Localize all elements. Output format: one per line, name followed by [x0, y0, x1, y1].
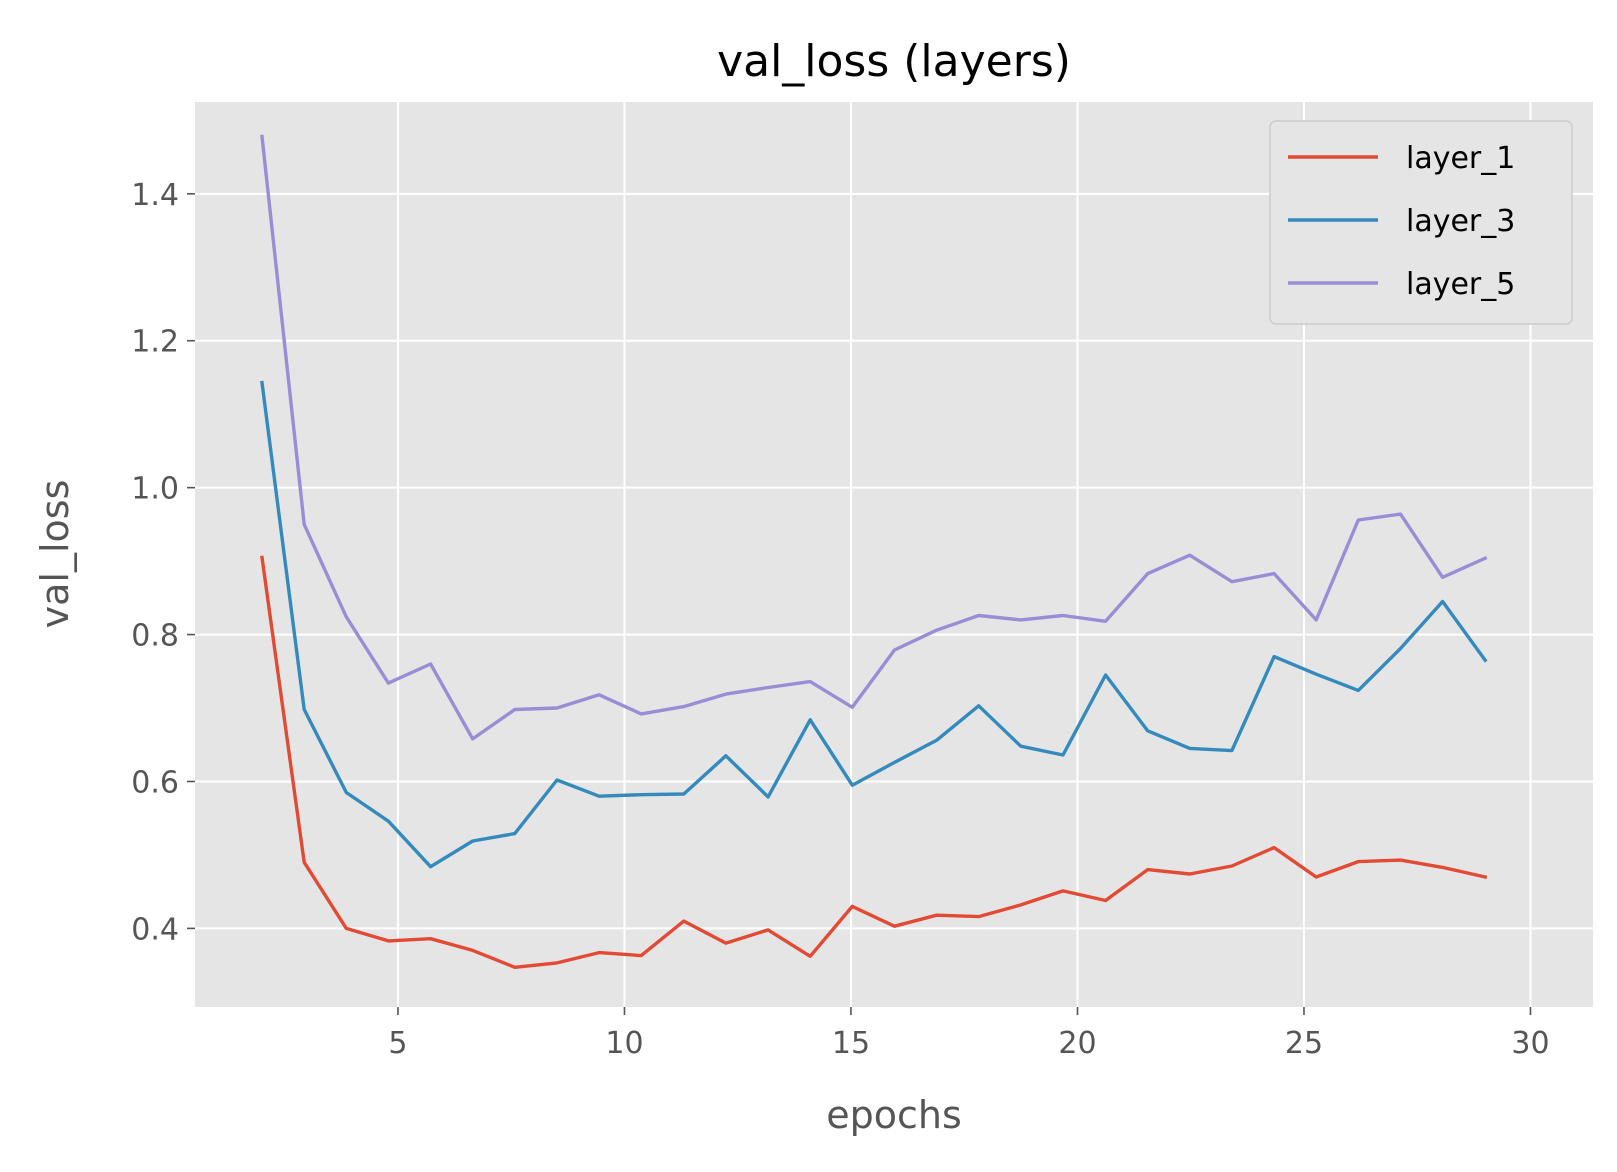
- x-tick-label: 10: [605, 1026, 643, 1061]
- y-tick-label: 1.2: [131, 325, 179, 360]
- legend-label-layer-1: layer_1: [1406, 141, 1515, 176]
- series-lines: [260, 134, 1488, 969]
- legend-box: [1269, 120, 1573, 325]
- x-tick-label: 20: [1058, 1026, 1096, 1061]
- axis-ticks: 5 10 15 20 25 30 0.4 0.6 0.8 1.0 1.2 1.4: [131, 178, 1549, 1061]
- y-tick-label: 0.8: [131, 619, 179, 654]
- x-tick-label: 5: [388, 1026, 407, 1061]
- grid-lines: [195, 102, 1593, 1007]
- x-axis-label: epochs: [826, 1093, 962, 1137]
- series-line-layer-5: [260, 134, 1488, 741]
- series-line-layer-3: [260, 380, 1488, 869]
- legend-label-layer-3: layer_3: [1406, 204, 1515, 239]
- y-tick-label: 1.0: [131, 472, 179, 507]
- y-axis-label: val_loss: [33, 480, 77, 629]
- y-tick-label: 0.6: [131, 765, 179, 800]
- y-tick-label: 1.4: [131, 178, 179, 213]
- x-tick-label: 15: [832, 1026, 870, 1061]
- legend-label-layer-5: layer_5: [1406, 267, 1515, 302]
- legend: layer_1 layer_3 layer_5: [1269, 120, 1573, 325]
- series-line-layer-1: [260, 555, 1488, 969]
- chart-title: val_loss (layers): [717, 36, 1071, 87]
- x-tick-label: 25: [1285, 1026, 1323, 1061]
- y-tick-label: 0.4: [131, 912, 179, 947]
- x-tick-label: 30: [1511, 1026, 1549, 1061]
